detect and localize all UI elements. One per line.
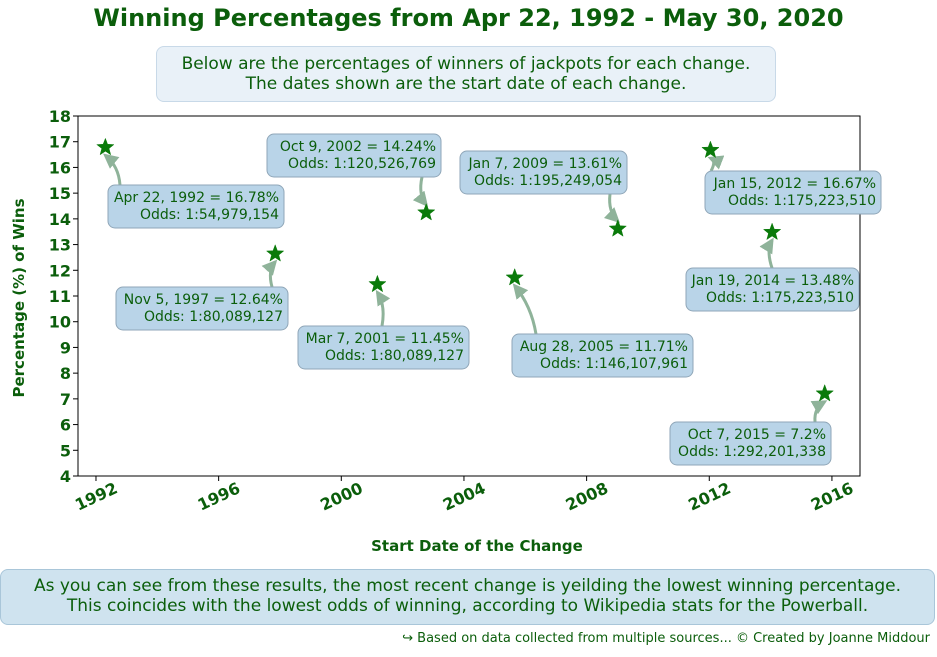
annotation-odds: Odds: 1:54,979,154 [140,207,279,223]
annotation-box [669,421,832,466]
conclusion-line-1: As you can see from these results, the m… [33,576,902,596]
data-point-star [96,137,115,156]
x-tick-label: 1996 [195,478,243,514]
footer-credit: ↪ Based on data collected from multiple … [402,631,930,646]
annotation-box [511,333,694,378]
subtitle-line-1: Below are the percentages of winners of … [181,54,751,74]
y-tick-label: 8 [60,364,71,383]
annotation-label: Mar 7, 2001 = 11.45% [306,331,464,347]
conclusion-line-2: This coincides with the lowest odds of w… [66,596,869,616]
y-tick-label: 15 [49,184,71,203]
data-point-star [265,244,285,262]
annotation-box [685,267,860,312]
y-tick-label: 9 [60,338,71,357]
annotation-arrow [103,153,122,186]
annotation-arrow [375,289,391,327]
annotation-arrow [512,283,538,335]
annotation-arrow [707,155,725,172]
annotation-box [704,170,882,215]
annotation-label: Apr 22, 1992 = 16.78% [114,190,279,206]
annotation-arrow [810,400,828,423]
annotation-label: Oct 7, 2015 = 7.2% [688,427,826,443]
annotation-odds: Odds: 1:146,107,961 [540,356,688,372]
y-tick-label: 7 [60,390,71,409]
annotation-label: Jan 19, 2014 = 13.48% [691,273,854,289]
x-tick-label: 2012 [685,478,733,514]
annotation-label: Jan 15, 2012 = 16.67% [713,176,876,192]
annotation-arrow [759,237,774,269]
annotation-box [459,150,628,195]
conclusion-box: As you can see from these results, the m… [0,569,935,625]
annotation-box [115,286,289,331]
x-tick-label: 2004 [440,478,488,514]
data-point-star [505,267,524,286]
subtitle-box: Below are the percentages of winners of … [156,46,776,102]
data-point-star [608,219,627,237]
y-tick-label: 17 [49,133,71,152]
data-point-star [368,274,387,293]
data-point-star [417,202,436,221]
annotation-odds: Odds: 1:175,223,510 [728,193,876,209]
y-tick-label: 10 [49,313,71,332]
chart-title: Winning Percentages from Apr 22, 1992 - … [93,4,844,32]
annotation-odds: Odds: 1:80,089,127 [325,348,464,364]
annotation-label: Aug 28, 2005 = 11.71% [520,339,688,355]
annotation-odds: Odds: 1:195,249,054 [474,173,622,189]
x-tick-label: 2008 [563,478,611,514]
y-tick-label: 14 [49,210,71,229]
subtitle-line-2: The dates shown are the start date of ea… [245,74,687,94]
annotation-label: Nov 5, 1997 = 12.64% [124,292,283,308]
annotation-odds: Odds: 1:120,526,769 [288,156,436,172]
x-tick-label: 1992 [72,478,120,514]
y-tick-label: 18 [49,107,71,126]
data-point-star [701,140,720,159]
annotation-arrow [603,193,620,223]
y-tick-label: 4 [60,467,71,486]
annotation-arrow [261,259,278,288]
annotation-box [107,184,285,229]
annotation-odds: Odds: 1:80,089,127 [144,309,283,325]
annotation-odds: Odds: 1:175,223,510 [706,290,854,306]
x-tick-label: 2016 [808,478,856,514]
y-tick-label: 5 [60,441,71,460]
annotation-label: Jan 7, 2009 = 13.61% [468,156,622,172]
y-axis-label: Percentage (%) of Wins [10,198,28,397]
y-tick-label: 12 [49,261,71,280]
y-tick-label: 16 [49,158,71,177]
x-axis-label: Start Date of the Change [371,537,583,555]
annotation-arrow [412,176,429,208]
y-tick-label: 6 [60,416,71,435]
annotation-box [266,133,442,178]
y-tick-label: 13 [49,236,71,255]
annotation-odds: Odds: 1:292,201,338 [678,444,826,460]
data-point-star [762,222,782,241]
y-tick-label: 11 [49,287,71,306]
annotation-label: Oct 9, 2002 = 14.24% [280,139,436,155]
annotation-box [297,325,470,370]
x-tick-label: 2000 [317,478,365,514]
data-point-star [815,383,834,402]
